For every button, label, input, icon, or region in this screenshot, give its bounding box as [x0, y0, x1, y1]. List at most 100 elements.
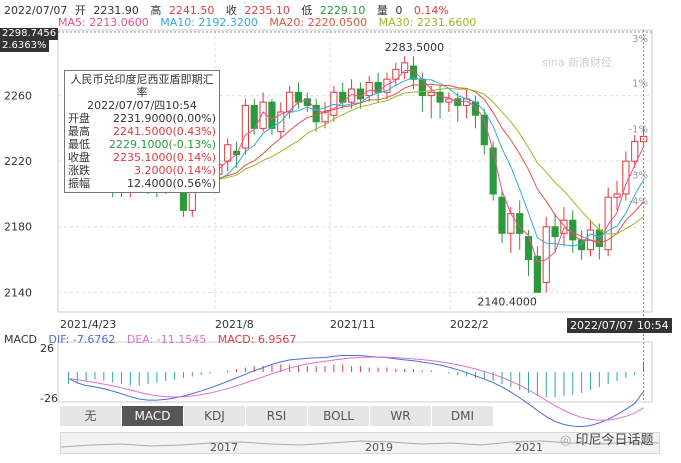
info-row-value: 2229.1000(-0.13%): [109, 138, 216, 151]
overview-year-2: 2021: [515, 441, 543, 454]
dif-line: [68, 354, 644, 428]
tab-kdj[interactable]: KDJ: [184, 406, 246, 426]
dea-line: [68, 356, 644, 421]
info-row: 最高 2241.5000(0.43%): [68, 125, 216, 138]
overview-year-1: 2019: [365, 441, 393, 454]
y-tick-right-label: -1%: [629, 124, 648, 135]
info-row: 最低 2229.1000(-0.13%): [68, 138, 216, 151]
y-tick-label: 2220: [4, 155, 32, 168]
ohlc-header: 2022/07/07 开 2231.90 高 2241.50 收 2235.10…: [4, 4, 449, 17]
candle-body: [409, 65, 418, 80]
tab-dmi[interactable]: DMI: [432, 406, 494, 426]
dif-legend: DIF: -7.6762: [48, 333, 116, 346]
ma30-legend: MA30: 2231.6600: [378, 16, 477, 29]
info-row-value: 2231.9000(0.00%): [112, 112, 216, 125]
chat-icon: ◎: [560, 433, 572, 448]
candle-body: [224, 144, 232, 162]
info-row-label: 振幅: [68, 177, 90, 190]
candle-body: [542, 226, 550, 283]
info-box: 人民币兑印度尼西亚盾即期汇率 2022/07/07/四10:54 开盘 2231.…: [64, 70, 220, 193]
macd-frame: [57, 341, 653, 403]
info-row-value: 2241.5000(0.43%): [112, 125, 216, 138]
y-tick-label: 2140: [4, 286, 32, 299]
crosshair-price-tag: 2298.7456: [0, 28, 59, 40]
candle-body: [613, 193, 621, 198]
candle-body: [427, 91, 435, 97]
macd-legend: MACD DIF: -7.6762 DEA: -11.1545 MACD: 6.…: [4, 333, 297, 346]
info-row-value: 3.2000(0.14%): [133, 164, 216, 177]
indicator-tabs: 无 MACD KDJ RSI BOLL WR DMI: [60, 406, 660, 426]
tab-macd[interactable]: MACD: [122, 406, 184, 426]
tab-boll[interactable]: BOLL: [308, 406, 370, 426]
candle-body: [294, 91, 303, 103]
wechat-watermark: ◎ 印尼今日话题: [560, 433, 654, 448]
info-datetime: 2022/07/07/四10:54: [87, 99, 197, 112]
min-annotation: 2140.4000: [477, 296, 536, 309]
tab-rsi[interactable]: RSI: [246, 406, 308, 426]
candle-body: [516, 213, 524, 234]
tab-wr[interactable]: WR: [370, 406, 432, 426]
info-row: 振幅 12.4000(0.56%): [68, 177, 216, 190]
dea-legend: DEA: -11.1545: [126, 333, 207, 346]
candle-body: [445, 98, 453, 103]
y-tick-right-label: -4%: [629, 197, 648, 208]
y-tick-right-label: 3%: [632, 34, 648, 45]
candle-body: [347, 88, 356, 103]
candle-body: [356, 88, 365, 100]
candle-body: [383, 78, 391, 93]
candle-body: [401, 62, 409, 74]
macd-ytick-top: 26: [40, 342, 54, 355]
info-row-label: 涨跌: [68, 164, 90, 177]
candle-body: [551, 226, 559, 238]
info-row: 涨跌 3.2000(0.14%): [68, 164, 216, 177]
info-row-label: 最高: [68, 125, 90, 138]
info-row: 开盘 2231.9000(0.00%): [68, 112, 216, 125]
candle-body: [241, 104, 249, 149]
x-tick-label: 2021/4/23: [60, 318, 116, 331]
y-tick-right-label: 1%: [632, 78, 648, 89]
candle-body: [489, 147, 497, 195]
max-annotation: 2283.5000: [385, 41, 445, 54]
candle-body: [303, 98, 311, 106]
y-tick-label: 2260: [4, 90, 32, 103]
candle-body: [374, 81, 382, 93]
candle-body: [268, 101, 276, 129]
info-row: 收盘 2235.1000(0.14%): [68, 151, 216, 164]
info-row-label: 开盘: [68, 112, 90, 125]
candle-body: [365, 81, 373, 97]
y-tick-label: 2180: [4, 221, 32, 234]
macd-ytick-bottom: -26: [40, 392, 58, 405]
info-title: 人民币兑印度尼西亚盾即期汇率: [70, 73, 214, 99]
header-change-pct: 0.14%: [413, 4, 449, 17]
candle-body: [321, 111, 329, 123]
ma20-legend: MA20: 2220.0500: [269, 16, 368, 29]
candle-body: [498, 196, 506, 234]
macd-value-legend: MACD: 6.9567: [217, 333, 297, 346]
candle-body: [533, 255, 541, 293]
info-row-label: 最低: [68, 138, 90, 151]
candle-body: [392, 68, 400, 80]
x-tick-label: 2022/2: [450, 318, 489, 331]
plot-frame: [57, 29, 653, 313]
candle-body: [524, 236, 533, 261]
overview-navigator[interactable]: [60, 432, 660, 454]
info-row-value: 12.4000(0.56%): [126, 177, 216, 190]
sina-watermark: sina 新浪财经: [542, 55, 612, 69]
ma10-legend: MA10: 2192.3200: [160, 16, 258, 29]
info-row-value: 2235.1000(0.14%): [112, 151, 216, 164]
info-row-label: 收盘: [68, 151, 90, 164]
candle-body: [631, 140, 639, 162]
crosshair-pct-tag: 2.6363%: [0, 40, 49, 52]
ma-legend: MA5: 2213.0600 MA10: 2192.3200 MA20: 222…: [58, 16, 484, 29]
x-tick-label: 2021/8: [215, 318, 254, 331]
header-date: 2022/07/07: [4, 4, 68, 17]
overview-sparkline: [60, 440, 660, 448]
candle-body: [604, 196, 612, 251]
x-tick-label: 2021/11: [330, 318, 376, 331]
ma5-legend: MA5: 2213.0600: [58, 16, 149, 29]
y-tick-right-label: -3%: [629, 170, 648, 181]
overview-year-0: 2017: [210, 441, 238, 454]
crosshair-date-tag: 2022/07/07 10:54: [567, 318, 672, 333]
candle-body: [330, 91, 338, 116]
tab-无[interactable]: 无: [60, 406, 122, 426]
